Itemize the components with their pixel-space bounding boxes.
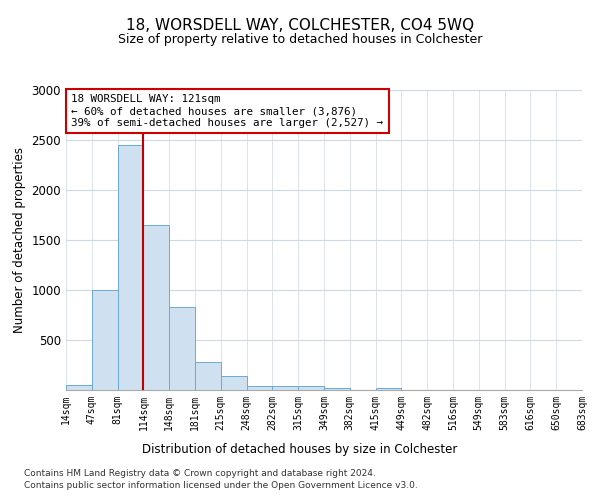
Bar [247, 386, 272, 390]
Bar [324, 388, 350, 390]
Bar [66, 384, 92, 390]
Text: Contains HM Land Registry data © Crown copyright and database right 2024.: Contains HM Land Registry data © Crown c… [24, 468, 376, 477]
Bar [221, 376, 247, 390]
Bar [92, 290, 118, 390]
Text: Distribution of detached houses by size in Colchester: Distribution of detached houses by size … [142, 442, 458, 456]
Bar [195, 362, 221, 390]
Bar [118, 145, 143, 390]
Y-axis label: Number of detached properties: Number of detached properties [13, 147, 26, 333]
Bar [272, 386, 298, 390]
Bar [376, 388, 401, 390]
Text: 18, WORSDELL WAY, COLCHESTER, CO4 5WQ: 18, WORSDELL WAY, COLCHESTER, CO4 5WQ [126, 18, 474, 32]
Bar [143, 225, 169, 390]
Text: Contains public sector information licensed under the Open Government Licence v3: Contains public sector information licen… [24, 481, 418, 490]
Text: Size of property relative to detached houses in Colchester: Size of property relative to detached ho… [118, 32, 482, 46]
Bar [169, 307, 195, 390]
Text: 18 WORSDELL WAY: 121sqm
← 60% of detached houses are smaller (3,876)
39% of semi: 18 WORSDELL WAY: 121sqm ← 60% of detache… [71, 94, 383, 128]
Bar [298, 386, 324, 390]
